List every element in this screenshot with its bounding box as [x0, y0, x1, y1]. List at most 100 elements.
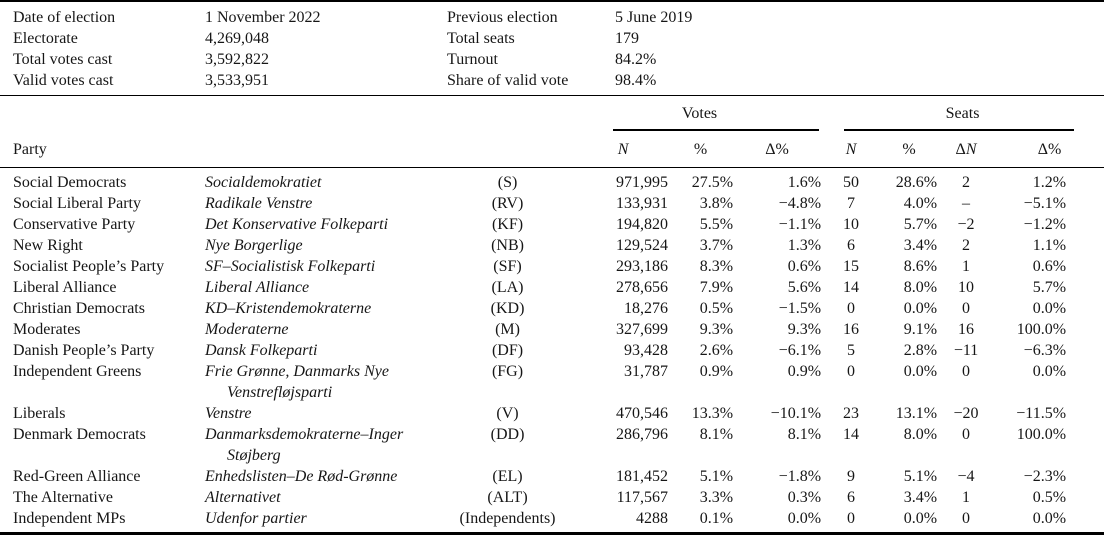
votes-delta-pct: 1.3%	[787, 236, 822, 254]
party-name-da: Radikale Venstre	[205, 193, 437, 214]
seats-delta-pct: 0.6%	[1032, 257, 1067, 275]
party-name-en: Independent MPs	[13, 509, 126, 527]
party-name-en: Red-Green Alliance	[13, 467, 141, 485]
votes-n: 117,567	[616, 488, 669, 506]
seats-pct: 0.0%	[903, 362, 938, 380]
votes-n: 181,452	[616, 467, 669, 485]
table-row: The Alternative Alternativet (ALT) 117,567 3…	[0, 487, 1104, 508]
summary-value: 3,592,822	[205, 51, 269, 68]
seats-pct: 13.1%	[895, 404, 938, 422]
seats-n: 16	[843, 320, 860, 338]
seats-delta-pct: 1.2%	[1032, 173, 1067, 191]
seats-delta-pct: −1.2%	[1023, 215, 1067, 233]
party-name-da-text: Liberal Alliance	[205, 278, 310, 296]
votes-pct: 27.5%	[691, 173, 734, 191]
seats-delta-pct: 100.0%	[1016, 425, 1067, 443]
seats-delta-pct: 5.7%	[1032, 278, 1067, 296]
votes-n: 194,820	[616, 215, 669, 233]
summary-label: Valid votes cast	[13, 72, 114, 89]
table-row: Social Democrats Socialdemokratiet (S) 971,…	[0, 167, 1104, 193]
seats-delta-n: –	[962, 194, 971, 212]
seats-n: 0	[847, 509, 856, 527]
votes-delta-pct: −1.8%	[778, 467, 822, 485]
results-table: Votes Seats Party N % Δ% N % ΔN Δ%	[0, 96, 1104, 535]
seats-spanner: Seats	[821, 96, 1104, 132]
summary-value: 98.4%	[615, 72, 657, 89]
seats-delta-pct-header: Δ%	[995, 131, 1104, 168]
votes-n-header: N	[578, 131, 669, 168]
party-name-da: Dansk Folkeparti	[205, 340, 437, 361]
votes-n: 286,796	[616, 425, 669, 443]
party-name-da-text: Socialdemokratiet	[205, 173, 322, 191]
party-name-da: Det Konservative Folkeparti	[205, 214, 437, 235]
party-abbr: (ALT)	[487, 488, 528, 506]
votes-delta-pct: 8.1%	[787, 425, 822, 443]
seats-pct: 2.8%	[903, 341, 938, 359]
votes-n: 129,524	[616, 236, 669, 254]
votes-pct: 8.1%	[699, 425, 734, 443]
table-row: Conservative Party Det Konservative Folke…	[0, 214, 1104, 235]
party-name-en: Social Democrats	[13, 173, 127, 191]
votes-pct: 13.3%	[691, 404, 734, 422]
party-name-da-text: Nye Borgerlige	[205, 236, 303, 254]
votes-delta-pct: 1.6%	[787, 173, 822, 191]
votes-n: 18,276	[624, 299, 669, 317]
party-abbr: (RV)	[491, 194, 524, 212]
table-row: Danish People’s Party Dansk Folkeparti (DF…	[0, 340, 1104, 361]
party-name-da: Socialdemokratiet	[205, 167, 437, 193]
party-name-en: New Right	[13, 236, 83, 254]
votes-delta-pct: 5.6%	[787, 278, 822, 296]
votes-delta-pct: 0.9%	[787, 362, 822, 380]
votes-n: 278,656	[616, 278, 669, 296]
seats-pct: 9.1%	[903, 320, 938, 338]
seats-delta-pct: 0.5%	[1032, 488, 1067, 506]
table-row: Socialist People’s Party SF–Socialistisk …	[0, 256, 1104, 277]
table-row: Denmark Democrats Danmarksdemokraterne–In…	[0, 424, 1104, 466]
votes-pct: 9.3%	[699, 320, 734, 338]
party-abbr: (SF)	[493, 257, 522, 275]
party-abbr: (Independents)	[459, 509, 556, 527]
table-row: Christian Democrats KD–Kristendemokratern…	[0, 298, 1104, 319]
party-name-da-text: Moderaterne	[205, 320, 289, 338]
party-name-da: Danmarksdemokraterne–Inger Støjberg	[205, 424, 437, 466]
seats-delta-n: 16	[958, 320, 975, 338]
party-abbr: (LA)	[491, 278, 524, 296]
party-name-da-text: Alternativet	[205, 488, 281, 506]
party-abbr: (KF)	[491, 215, 524, 233]
party-name-en: Liberals	[13, 404, 66, 422]
votes-n: 327,699	[616, 320, 669, 338]
party-name-en: Christian Democrats	[13, 299, 145, 317]
party-abbr: (NB)	[491, 236, 524, 254]
party-name-da-text: Venstre	[205, 404, 252, 422]
seats-delta-n: 0	[962, 425, 971, 443]
seats-delta-pct: −6.3%	[1023, 341, 1067, 359]
party-name-da-text: Udenfor partier	[205, 509, 307, 527]
party-name-da: Moderaterne	[205, 319, 437, 340]
party-name-da: Enhedslisten–De Rød-Grønne	[205, 466, 437, 487]
seats-pct: 8.0%	[903, 278, 938, 296]
seats-pct: 5.1%	[903, 467, 938, 485]
seats-pct: 28.6%	[895, 173, 938, 191]
party-abbr: (DF)	[491, 341, 524, 359]
summary-label: Date of election	[13, 9, 116, 26]
seats-delta-pct: 0.0%	[1032, 509, 1067, 527]
party-name-da: Udenfor partier	[205, 508, 437, 534]
votes-n: 31,787	[624, 362, 669, 380]
seats-pct: 4.0%	[903, 194, 938, 212]
seats-n: 9	[847, 467, 856, 485]
party-name-da: Frie Grønne, Danmarks Nye Venstrefløjspa…	[205, 361, 437, 403]
votes-pct: 7.9%	[699, 278, 734, 296]
party-name-da: Nye Borgerlige	[205, 235, 437, 256]
summary-label: Turnout	[447, 51, 498, 68]
votes-n: 4288	[636, 509, 669, 527]
summary-row: Date of election 1 November 2022 Previous …	[0, 7, 1104, 28]
party-name-da: Venstre	[205, 403, 437, 424]
table-row: Independent MPs Udenfor partier (Independe…	[0, 508, 1104, 534]
party-name-en: Moderates	[13, 320, 81, 338]
votes-pct: 3.8%	[699, 194, 734, 212]
seats-delta-n: 0	[962, 362, 971, 380]
party-name-da-text: Enhedslisten–De Rød-Grønne	[205, 467, 398, 485]
seats-delta-n: −4	[957, 467, 975, 485]
table-row: Liberals Venstre (V) 470,546 13.3% −10.1% 23 13…	[0, 403, 1104, 424]
seats-n: 14	[843, 278, 860, 296]
